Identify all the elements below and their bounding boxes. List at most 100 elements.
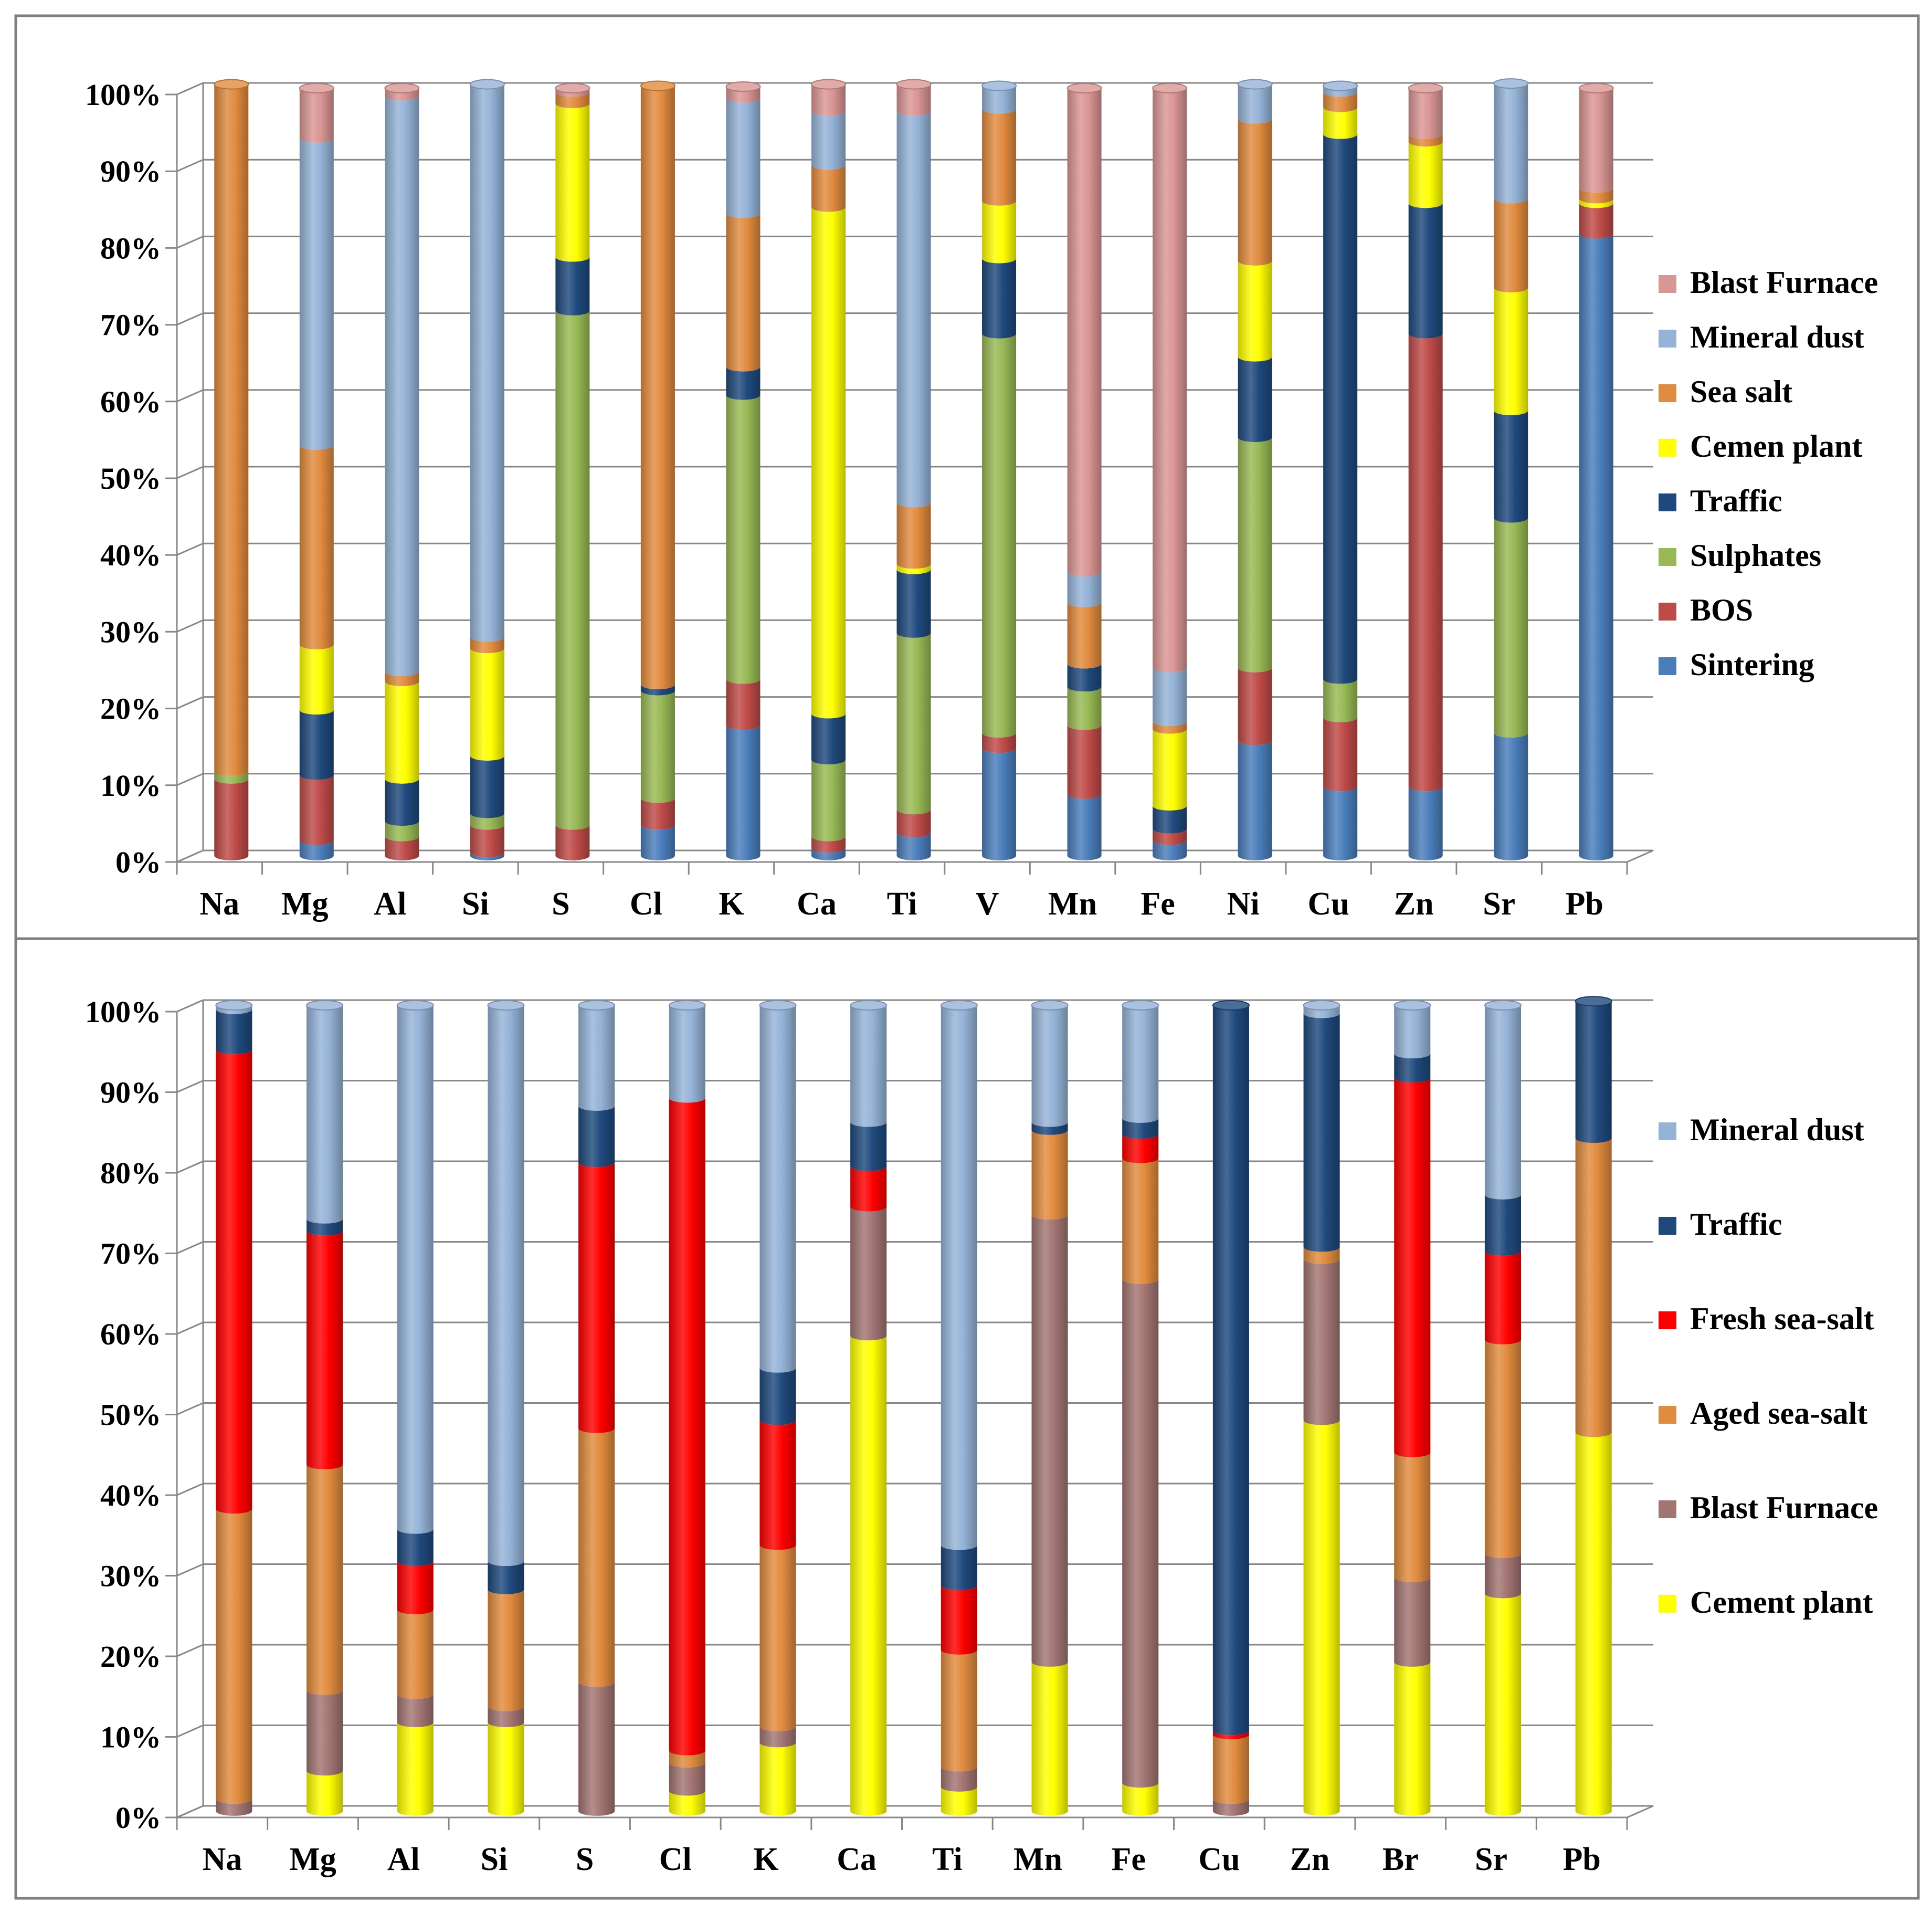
bar-segment-al-cemen-plant bbox=[385, 681, 419, 784]
chart-top-source-shares: 0% 10% 20% 30% 40% 50% 60% 70% 80% 90% 100% Na Mg Al S… bbox=[85, 78, 1654, 922]
bar-segment-k-cement-plant bbox=[759, 1742, 796, 1816]
bar-segment-mg-fresh-sea-salt bbox=[306, 1231, 343, 1469]
gridline bbox=[176, 1644, 204, 1657]
y-tick-label: 70% bbox=[100, 308, 161, 342]
bar-segment-s-blast-furnace bbox=[578, 1682, 615, 1816]
gridline bbox=[176, 312, 204, 325]
bar-segment-ti-fresh-sea-salt bbox=[941, 1585, 977, 1655]
bar-segment-al-blast-furnace bbox=[397, 1694, 434, 1728]
legend-swatch-traffic bbox=[1659, 493, 1676, 511]
y-tick-label: 70% bbox=[100, 1237, 161, 1271]
bar-segment-zn-sintering bbox=[1408, 786, 1443, 860]
x-tick-label-cu: Cu bbox=[1198, 1842, 1240, 1877]
bar-segment-na-bos bbox=[214, 779, 249, 860]
gridline bbox=[176, 619, 204, 633]
bar-segment-k-blast-furnace bbox=[726, 86, 761, 103]
bar-segment-mg-cement-plant bbox=[306, 1771, 343, 1816]
x-tick-label-br: Br bbox=[1382, 1842, 1419, 1877]
bar-segment-s-traffic bbox=[555, 257, 590, 316]
bar-segment-mn-mineral-dust bbox=[1067, 571, 1102, 607]
bar-segment-ni-sintering bbox=[1238, 740, 1272, 860]
bar-zn bbox=[1303, 1000, 1340, 1816]
bar-segment-na-traffic bbox=[216, 1009, 252, 1055]
bar-segment-ti-traffic bbox=[941, 1545, 977, 1591]
bar-segment-br-aged-sea-salt bbox=[1394, 1452, 1431, 1582]
x-tick-label-zn: Zn bbox=[1394, 886, 1434, 922]
x-tick-label-s: S bbox=[576, 1842, 594, 1877]
bar-segment-s-aged-sea-salt bbox=[578, 1428, 615, 1687]
y-tick-label: 100% bbox=[85, 78, 161, 112]
legend-top: Blast Furnace Mineral dust Sea salt Cemen p… bbox=[1659, 265, 1878, 682]
bar-cap-ti bbox=[940, 1000, 978, 1011]
x-tick-label-v: V bbox=[976, 886, 999, 922]
bar-segment-mg-aged-sea-salt bbox=[306, 1464, 343, 1695]
bar-segment-cl-mineral-dust bbox=[669, 1005, 705, 1103]
bar-segment-ni-traffic bbox=[1238, 356, 1272, 443]
bar-segment-pb-sea-salt bbox=[1579, 187, 1613, 204]
bar-segment-ni-sulphates bbox=[1238, 437, 1272, 672]
x-tick-label-zn: Zn bbox=[1290, 1842, 1330, 1877]
bar-segment-pb-traffic bbox=[1575, 1001, 1612, 1143]
bar-segment-fe-fresh-sea-salt bbox=[1122, 1134, 1159, 1163]
bar-segment-na-mineral-dust bbox=[216, 1005, 252, 1014]
bar-segment-ni-cemen-plant bbox=[1238, 260, 1272, 362]
legend-label-aged-sea-salt: Aged sea-salt bbox=[1690, 1396, 1867, 1431]
bar-segment-mn-aged-sea-salt bbox=[1031, 1130, 1068, 1220]
bar-cap-zn bbox=[1408, 82, 1443, 93]
y-tick-label: 10% bbox=[100, 1720, 161, 1754]
bar-segment-si-mineral-dust bbox=[488, 1005, 524, 1567]
bar-segment-mn-traffic bbox=[1031, 1122, 1068, 1135]
bar-s bbox=[555, 82, 590, 860]
bar-mg bbox=[299, 82, 334, 860]
bar-segment-fe-bos bbox=[1153, 828, 1187, 845]
bar-segment-al-fresh-sea-salt bbox=[397, 1561, 434, 1615]
bar-segment-si-mineral-dust bbox=[470, 84, 504, 642]
bar-segment-ca-blast-furnace bbox=[850, 1206, 887, 1341]
legend-label-sintering: Sintering bbox=[1690, 647, 1814, 682]
x-tick-label-sr: Sr bbox=[1475, 1842, 1507, 1877]
bar-segment-sr-blast-furnace bbox=[1484, 1553, 1522, 1599]
bar-segment-sr-sea-salt bbox=[1494, 198, 1528, 292]
bar-segment-ti-mineral-dust bbox=[941, 1005, 977, 1550]
legend-swatch-cemen-plant bbox=[1659, 439, 1676, 457]
bar-cap-mn bbox=[1067, 82, 1102, 93]
bar-segment-k-traffic bbox=[759, 1368, 796, 1425]
bar-segment-al-sea-salt bbox=[385, 671, 419, 687]
bar-segment-si-traffic bbox=[488, 1561, 524, 1594]
bar-cap-pb bbox=[1578, 82, 1614, 93]
bar-segment-ca-mineral-dust bbox=[850, 1005, 887, 1127]
bar-mn bbox=[1031, 1000, 1069, 1816]
bar-segment-ca-bos bbox=[811, 836, 846, 853]
bar-segment-s-traffic bbox=[578, 1106, 615, 1168]
gridline bbox=[176, 1080, 204, 1093]
x-tick-label-k: K bbox=[753, 1842, 778, 1877]
bar-segment-cu-sulphates bbox=[1323, 679, 1358, 722]
legend-label-blast-furnace: Blast Furnace bbox=[1690, 1490, 1878, 1525]
bar-cap-mg bbox=[305, 1000, 344, 1011]
bar-s bbox=[578, 1000, 616, 1816]
bar-k bbox=[725, 81, 761, 860]
legend-swatch-mineral-dust bbox=[1659, 330, 1676, 348]
gridline bbox=[176, 82, 204, 96]
bar-si bbox=[469, 79, 505, 860]
bar-na bbox=[214, 79, 249, 860]
bar-segment-cu-sea-salt bbox=[1323, 92, 1358, 112]
bar-segment-ti-aged-sea-salt bbox=[941, 1649, 977, 1772]
bar-segment-sr-sulphates bbox=[1494, 518, 1528, 738]
x-tick-label-cl: Cl bbox=[630, 886, 662, 922]
bar-segment-ni-bos bbox=[1238, 667, 1272, 745]
bar-segment-v-bos bbox=[982, 732, 1017, 753]
bar-cap-k bbox=[759, 1000, 797, 1011]
bar-cap-ti bbox=[896, 79, 932, 90]
bar-segment-br-blast-furnace bbox=[1394, 1577, 1431, 1667]
bar-segment-zn-traffic bbox=[1303, 1013, 1340, 1252]
gridline bbox=[176, 1321, 204, 1335]
bar-cap-k bbox=[725, 81, 761, 92]
y-tick-label: 20% bbox=[100, 1639, 161, 1674]
x-tick-label-mg: Mg bbox=[289, 1842, 336, 1877]
y-tick-label: 80% bbox=[100, 1156, 161, 1190]
bar-segment-mn-sulphates bbox=[1067, 687, 1102, 730]
bar-si bbox=[487, 1000, 525, 1816]
bar-segment-cl-aged-sea-salt bbox=[669, 1750, 705, 1768]
legend-label-mineral-dust: Mineral dust bbox=[1690, 320, 1864, 354]
